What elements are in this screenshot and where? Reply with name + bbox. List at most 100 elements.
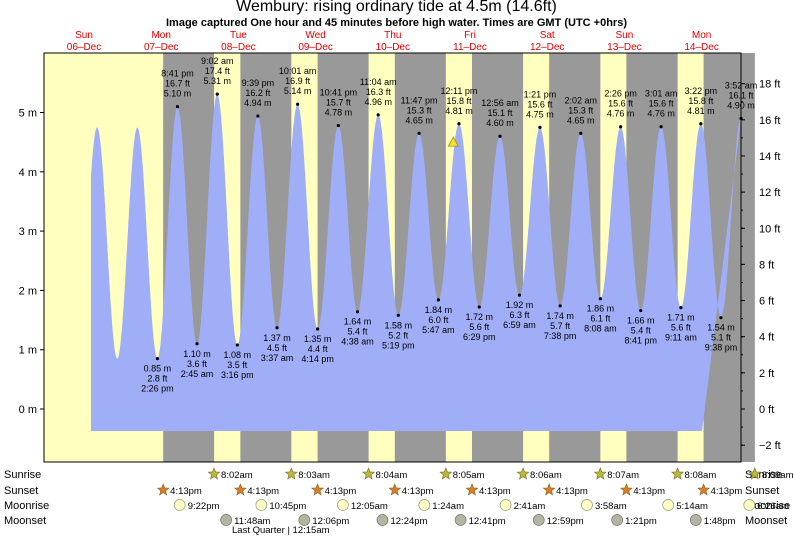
tide-ft-label: 15.7 ft — [326, 98, 352, 108]
moonrise-time: 12:05am — [351, 501, 388, 512]
day-name-label: Fri — [464, 30, 476, 41]
tide-m-label: 1.10 m — [183, 349, 211, 359]
tide-time-label: 3:52 am — [725, 80, 758, 90]
tide-ft-label: 6.3 ft — [509, 310, 530, 320]
sunset-row-label-right: Sunset — [745, 485, 779, 497]
moonset-row-label-left: Moonset — [4, 515, 46, 527]
tide-point — [579, 131, 583, 135]
moonrise-icon — [499, 499, 512, 511]
sunset-icon — [156, 483, 170, 496]
current-tide-marker — [447, 136, 460, 147]
tide-m-label: 4.94 m — [244, 98, 272, 108]
tide-time-label: 12:56 am — [481, 98, 519, 108]
moonrise-time: 3:58am — [595, 501, 627, 512]
tide-point — [336, 123, 340, 128]
tide-ft-label: 15.6 ft — [608, 99, 634, 109]
tide-point — [558, 304, 562, 308]
sunrise-icon — [362, 467, 376, 480]
tide-ft-label: 15.6 ft — [527, 99, 553, 109]
moonset-time: 12:41pm — [469, 516, 506, 527]
tide-point — [639, 308, 643, 313]
tide-ft-label: 5.6 ft — [469, 322, 490, 332]
tide-point — [619, 125, 623, 129]
tide-point — [498, 134, 502, 138]
tide-point — [659, 125, 663, 129]
tide-point — [436, 298, 440, 302]
tide-m-label: 1.86 m — [587, 304, 615, 314]
axes: 0 m 1 m 2 m 3 m 4 m 5 m −2 ft 0 ft 2 ft 4 ft 6 ft 8… — [19, 30, 781, 463]
sunset-time: 4:13pm — [247, 486, 279, 497]
tide-point — [417, 131, 421, 135]
right-tick-label: 10 ft — [759, 223, 780, 235]
right-tick-label: 14 ft — [759, 151, 780, 163]
tide-m-label: 1.92 m — [506, 300, 534, 310]
moonset-time: 11:48am — [234, 516, 270, 527]
right-tick-label: 0 ft — [759, 404, 774, 416]
moon-phase-label: Last Quarter | 12:15am — [232, 525, 330, 536]
tide-time-label: 10:41 pm — [320, 88, 358, 98]
tide-ft-label: 17.4 ft — [205, 66, 231, 76]
sunrise-time: 8:08am — [685, 470, 717, 481]
tide-time-label: 11:47 pm — [401, 95, 438, 105]
tide-point — [517, 293, 522, 297]
moonrise-time: 6:26am — [757, 501, 789, 512]
tide-time-label: 5:47 am — [422, 325, 455, 335]
tide-m-label: 4.76 m — [607, 109, 635, 119]
right-tick-label: 2 ft — [759, 368, 774, 380]
tide-m-label: 4.75 m — [526, 109, 554, 119]
right-tick-label: 8 ft — [759, 259, 774, 271]
tide-m-label: 4.78 m — [325, 108, 353, 118]
sunrise-icon — [593, 467, 607, 480]
tide-ft-label: 15.6 ft — [649, 99, 675, 109]
tide-time-label: 6:29 pm — [463, 332, 496, 342]
sunset-time: 4:13pm — [170, 486, 202, 497]
tide-time-label: 8:41 pm — [161, 69, 194, 79]
tide-point — [316, 327, 320, 331]
tide-ft-label: 4.5 ft — [267, 343, 288, 353]
tide-ft-label: 15.3 ft — [568, 105, 594, 115]
tide-m-label: 4.65 m — [405, 115, 433, 125]
tide-m-label: 5.14 m — [284, 86, 312, 96]
tide-m-label: 1.64 m — [344, 317, 372, 327]
moonset-row-label-right: Moonset — [745, 515, 787, 527]
tide-curve — [91, 94, 741, 431]
tide-ft-label: 4.4 ft — [308, 344, 329, 354]
sunrise-icon — [516, 467, 530, 480]
tide-m-label: 4.81 m — [687, 106, 715, 116]
tide-time-label: 3:16 pm — [221, 370, 254, 380]
tide-ft-label: 15.1 ft — [487, 108, 513, 118]
moonrise-time: 10:45pm — [269, 501, 306, 512]
moonset-icon — [220, 514, 233, 526]
tide-ft-label: 15.8 ft — [688, 96, 714, 106]
tide-time-label: 1:21 pm — [524, 89, 557, 99]
moonrise-row-label-left: Moonrise — [4, 500, 49, 512]
tide-point — [155, 356, 160, 361]
moonrise-icon — [337, 499, 349, 511]
moonset-time: 1:48pm — [704, 516, 736, 527]
tide-time-label: 9:11 am — [665, 333, 697, 343]
moonrise-icon — [418, 499, 431, 511]
tide-time-label: 5:19 pm — [382, 340, 415, 350]
moonrise-time: 5:14am — [676, 501, 708, 512]
tide-m-label: 1.72 m — [465, 312, 493, 322]
sunset-icon — [311, 483, 325, 496]
moonset-icon — [298, 514, 311, 526]
tide-time-label: 2:26 pm — [141, 384, 174, 394]
left-tick-label: 2 m — [19, 285, 37, 297]
moonset-time: 1:21pm — [625, 516, 657, 527]
sunset-time: 4:13pm — [402, 486, 434, 497]
right-tick-label: 16 ft — [759, 115, 780, 127]
tide-point — [235, 343, 239, 347]
moonset-icon — [376, 514, 389, 526]
tide-time-label: 12:11 pm — [441, 86, 478, 96]
tide-point — [739, 116, 743, 121]
moonset-time: 12:24pm — [390, 516, 427, 527]
sunrise-icon — [748, 467, 762, 480]
moonset-icon — [689, 514, 702, 526]
day-date-label: 13–Dec — [607, 42, 641, 53]
tide-point — [215, 92, 219, 96]
tide-ft-label: 6.0 ft — [428, 315, 449, 325]
tide-m-label: 5.31 m — [203, 76, 231, 86]
left-tick-label: 5 m — [19, 108, 37, 120]
